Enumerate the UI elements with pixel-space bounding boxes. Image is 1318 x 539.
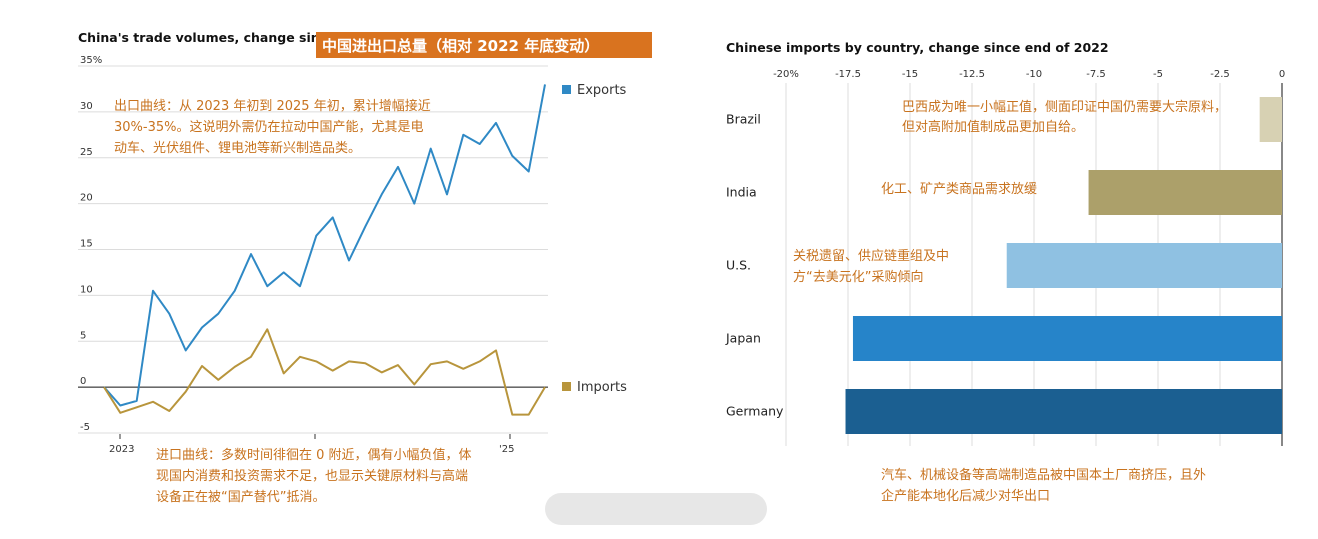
title-banner: 中国进出口总量（相对 2022 年底变动） (316, 32, 652, 58)
germany-annotation: 汽车、机械设备等高端制造品被中国本土厂商挤压，且外 企产能本地化后减少对华出口 (881, 467, 1206, 504)
category-label-brazil: Brazil (726, 112, 761, 127)
imports-note-line-1: 进口曲线：多数时间徘徊在 0 附近，偶有小幅负值，体 (156, 447, 472, 463)
left-y-tick-label: 10 (80, 284, 93, 295)
exports-note-line-1: 出口曲线：从 2023 年初到 2025 年初，累计增幅接近 (114, 98, 431, 114)
india-annotation: 化工、矿产类商品需求放缓 (881, 182, 1037, 197)
bar-japan (852, 316, 1282, 361)
right-x-axis: -20% -17.5 -15 -12.5 -10 -7.5 -5 -2.5 0 (773, 69, 1285, 80)
category-label-germany: Germany (726, 404, 784, 419)
exports-line (103, 84, 546, 407)
imports-line (103, 328, 546, 416)
legend-swatch-imports (562, 382, 571, 391)
watermark (545, 493, 767, 525)
imports-by-country-bar-chart: Chinese imports by country, change since… (725, 40, 1285, 504)
right-x-tick-label: 0 (1279, 69, 1285, 80)
right-x-tick-label: -5 (1153, 69, 1163, 80)
left-y-tick-label: 15 (80, 239, 93, 250)
left-y-tick-label: 5 (80, 330, 86, 341)
exports-note-line-2: 30%-35%。这说明外需仍在拉动中国产能，尤其是电 (114, 119, 423, 135)
right-x-tick-label: -10 (1026, 69, 1042, 80)
germany-note-line-1: 汽车、机械设备等高端制造品被中国本土厂商挤压，且外 (881, 467, 1206, 483)
brazil-note-line-2: 但对高附加值制成品更加自给。 (902, 119, 1084, 135)
left-y-tick-label: 20 (80, 193, 93, 204)
category-label-us: U.S. (726, 258, 751, 273)
right-x-tick-label: -12.5 (959, 69, 985, 80)
category-label-india: India (726, 185, 757, 200)
brazil-annotation: 巴西成为唯一小幅正值，侧面印证中国仍需要大宗原料， 但对高附加值制成品更加自给。 (902, 99, 1227, 135)
imports-note-line-2: 现国内消费和投资需求不足，也显示关键原材料与高端 (156, 468, 468, 484)
right-x-tick-label: -15 (902, 69, 918, 80)
right-x-tick-label: -17.5 (835, 69, 861, 80)
banner-text: 中国进出口总量（相对 2022 年底变动） (322, 37, 599, 55)
right-x-tick-label: -7.5 (1086, 69, 1106, 80)
bar-india (1088, 170, 1282, 215)
brazil-note-line-1: 巴西成为唯一小幅正值，侧面印证中国仍需要大宗原料， (902, 99, 1227, 115)
bar-germany (845, 389, 1282, 434)
us-note-line-1: 关税遗留、供应链重组及中 (793, 248, 949, 264)
left-series (103, 84, 546, 416)
left-y-tick-label: 0 (80, 376, 86, 387)
left-x-axis: 2023 '25 (109, 434, 514, 455)
exports-annotation: 出口曲线：从 2023 年初到 2025 年初，累计增幅接近 30%-35%。这… (114, 98, 431, 156)
left-x-tick-label: 2023 (109, 444, 134, 455)
legend-exports: Exports (562, 83, 627, 98)
trade-volumes-line-chart: China's trade volumes, change since end … (78, 30, 652, 505)
legend-label-imports: Imports (577, 380, 627, 395)
legend-label-exports: Exports (577, 83, 627, 98)
bar-us (1006, 243, 1282, 288)
category-label-japan: Japan (725, 331, 761, 346)
watermark-blur (545, 493, 767, 525)
india-note-line-1: 化工、矿产类商品需求放缓 (881, 182, 1037, 197)
us-annotation: 关税遗留、供应链重组及中 方“去美元化”采购倾向 (793, 248, 949, 285)
left-chart-title: China's trade volumes, change since end (78, 30, 366, 45)
bar-brazil (1259, 97, 1282, 142)
left-y-axis: 35% 30 25 20 15 10 5 0 -5 (80, 55, 102, 433)
imports-note-line-3: 设备正在被“国产替代”抵消。 (156, 489, 325, 505)
right-x-tick-label: -20% (773, 69, 799, 80)
legend-swatch-exports (562, 85, 571, 94)
right-x-tick-label: -2.5 (1210, 69, 1230, 80)
imports-annotation: 进口曲线：多数时间徘徊在 0 附近，偶有小幅负值，体 现国内消费和投资需求不足，… (156, 447, 472, 505)
us-note-line-2: 方“去美元化”采购倾向 (793, 269, 923, 285)
right-category-labels: Brazil India U.S. Japan Germany (725, 112, 784, 419)
left-y-tick-label: -5 (80, 422, 90, 433)
left-y-tick-label: 35% (80, 55, 102, 66)
exports-note-line-3: 动车、光伏组件、锂电池等新兴制造品类。 (114, 140, 361, 156)
legend-imports: Imports (562, 380, 627, 395)
germany-note-line-2: 企产能本地化后减少对华出口 (881, 488, 1050, 504)
banner-background (316, 32, 652, 58)
left-grid (78, 65, 548, 434)
right-bars (845, 97, 1282, 434)
right-chart-title: Chinese imports by country, change since… (726, 40, 1109, 55)
left-y-tick-label: 30 (80, 101, 93, 112)
left-y-tick-label: 25 (80, 147, 93, 158)
left-x-tick-label: '25 (499, 444, 514, 455)
